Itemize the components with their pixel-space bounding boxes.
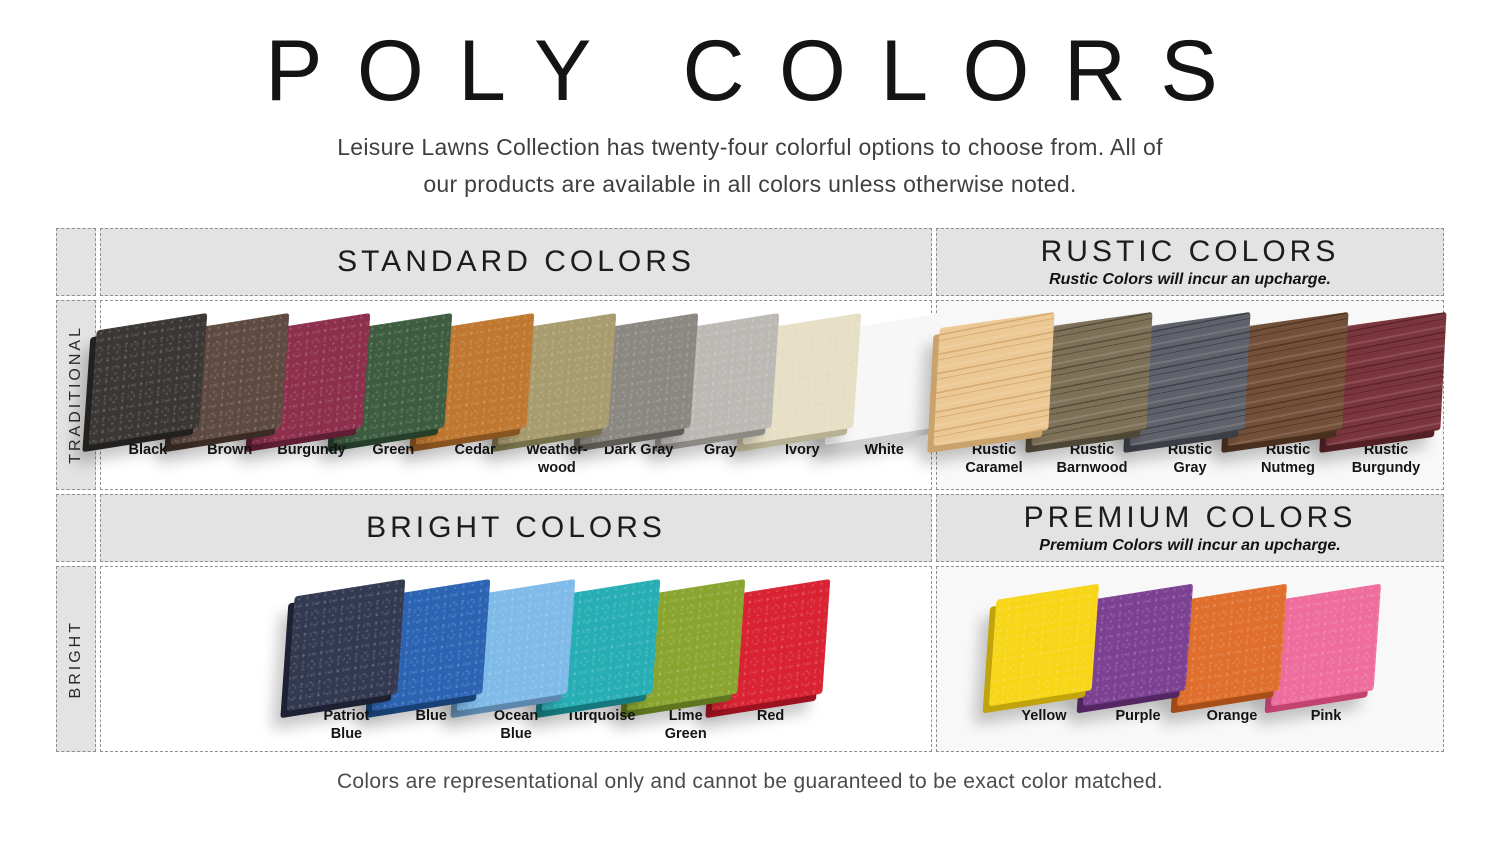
bright-colors-title: BRIGHT COLORS [366, 511, 666, 545]
swatch-lime-green: Lime Green [626, 567, 746, 744]
swatch-tile-wrap [1270, 567, 1382, 707]
standard-swatches: Black Brown Burgundy Green Cedar Weather… [88, 301, 944, 489]
swatch-tile-wrap [1129, 301, 1251, 446]
swatch-dark-gray: Dark Gray [579, 301, 698, 460]
swatch-brown: Brown [170, 301, 290, 460]
swatch-turquoise: Turquoise [541, 567, 661, 726]
premium-colors-header: PREMIUM COLORS Premium Colors will incur… [936, 493, 1444, 562]
swatch-label: Rustic Barnwood [1056, 441, 1128, 477]
swatch-label: Patriot Blue [323, 707, 370, 743]
swatch-label: Red [756, 707, 785, 724]
swatch-ocean-blue: Ocean Blue [456, 567, 576, 744]
rustic-upcharge-note: Rustic Colors will incur an upcharge. [1049, 270, 1331, 288]
swatch-label: Pink [1310, 707, 1342, 724]
swatch-green: Green [333, 301, 453, 460]
swatch-rustic-caramel: Rustic Caramel [933, 301, 1055, 478]
swatch-yellow: Yellow [988, 567, 1100, 726]
swatch-label: Lime Green [664, 707, 707, 743]
rustic-colors-panel: Rustic Caramel Rustic Barnwood Rustic Gr… [933, 299, 1447, 490]
swatch-ivory: Ivory [742, 301, 862, 460]
swatch-label: Turquoise [566, 707, 636, 724]
swatch-label: Rustic Caramel [965, 441, 1023, 477]
swatch-label: Dark Gray [604, 441, 674, 458]
swatch-tile-black [88, 312, 208, 445]
rustic-colors-title: RUSTIC COLORS [1040, 234, 1340, 268]
swatch-label: Rustic Gray [1167, 441, 1213, 477]
swatch-black: Black [88, 301, 208, 460]
swatch-tile-wrap [988, 567, 1100, 707]
premium-swatches: Yellow Purple Orange Pink [937, 567, 1443, 751]
swatch-red: Red [711, 567, 830, 726]
swatch-tile-wrap [1325, 301, 1447, 446]
swatch-blue: Blue [371, 567, 491, 726]
swatch-purple: Purple [1082, 567, 1194, 726]
swatch-white: White [824, 301, 944, 460]
swatch-pink: Pink [1270, 567, 1382, 726]
swatch-tile-pink [1270, 583, 1382, 707]
swatch-tile-purple [1082, 583, 1194, 707]
swatch-label: White [864, 441, 904, 458]
swatch-label: Brown [207, 441, 253, 458]
swatch-rustic-gray: Rustic Gray [1129, 301, 1251, 478]
swatch-burgundy: Burgundy [252, 301, 371, 460]
swatch-tile-wrap [933, 301, 1055, 446]
swatch-tile-wrap [1227, 301, 1349, 446]
swatch-label: Weather- wood [525, 441, 588, 477]
swatch-tile-yellow [988, 583, 1100, 707]
swatch-label: Blue [415, 707, 447, 724]
swatch-label: Rustic Nutmeg [1261, 441, 1315, 477]
rustic-colors-header: RUSTIC COLORS Rustic Colors will incur a… [936, 227, 1444, 296]
swatch-weatherwood: Weather- wood [497, 301, 617, 478]
swatch-label: Gray [703, 441, 737, 458]
swatch-tile-orange [1176, 583, 1288, 707]
bright-swatches: Patriot Blue Blue Ocean Blue Turquoise L… [101, 567, 931, 751]
bright-colors-panel: Patriot Blue Blue Ocean Blue Turquoise L… [100, 565, 932, 752]
swatch-label: Burgundy [277, 441, 346, 458]
footer-disclaimer: Colors are representational only and can… [336, 769, 1164, 793]
standard-colors-header: STANDARD COLORS [100, 227, 932, 296]
swatch-patriot-blue: Patriot Blue [287, 567, 406, 744]
swatch-tile-wrap [1176, 567, 1288, 707]
swatch-tile-patriot-blue [287, 578, 406, 711]
bright-colors-header: BRIGHT COLORS [100, 493, 932, 562]
swatch-label: Ocean Blue [493, 707, 539, 743]
swatch-label: Rustic Burgundy [1351, 441, 1421, 477]
side-spacer-bottom [56, 493, 96, 562]
rustic-swatches: Rustic Caramel Rustic Barnwood Rustic Gr… [933, 301, 1447, 489]
swatch-label: Black [128, 441, 168, 458]
premium-colors-panel: Yellow Purple Orange Pink [936, 565, 1444, 752]
swatch-tile-wrap [1082, 567, 1194, 707]
row-label-bright: BRIGHT [56, 565, 96, 752]
swatch-orange: Orange [1176, 567, 1288, 726]
side-spacer-top [56, 227, 96, 296]
bright-label: BRIGHT [67, 619, 84, 699]
swatch-rustic-burgundy: Rustic Burgundy [1325, 301, 1447, 478]
premium-upcharge-note: Premium Colors will incur an upcharge. [1039, 536, 1341, 554]
swatch-tile-rustic-caramel [933, 311, 1055, 446]
swatch-rustic-nutmeg: Rustic Nutmeg [1227, 301, 1349, 478]
swatch-label: Yellow [1021, 707, 1067, 724]
premium-colors-title: PREMIUM COLORS [1023, 500, 1357, 534]
swatch-tile-wrap [287, 567, 406, 711]
swatch-rustic-barnwood: Rustic Barnwood [1031, 301, 1153, 478]
swatch-cedar: Cedar [415, 301, 535, 460]
swatch-label: Purple [1115, 707, 1161, 724]
swatch-label: Green [372, 441, 415, 458]
swatch-label: Ivory [784, 441, 820, 458]
standard-colors-title: STANDARD COLORS [337, 245, 695, 279]
swatch-tile-wrap [1031, 301, 1153, 446]
poly-colors-page: POLY COLORS Leisure Lawns Collection has… [0, 26, 1500, 794]
swatch-label: Cedar [454, 441, 496, 458]
swatch-label: Orange [1206, 707, 1258, 724]
standard-colors-panel: Black Brown Burgundy Green Cedar Weather… [88, 299, 944, 490]
swatch-gray: Gray [661, 301, 780, 460]
page-subtitle: Leisure Lawns Collection has twenty-four… [337, 134, 1163, 198]
color-grid: STANDARD COLORS RUSTIC COLORS Rustic Col… [56, 227, 1447, 752]
traditional-label: TRADITIONAL [67, 325, 84, 465]
row-label-traditional: TRADITIONAL [56, 299, 96, 490]
swatch-tile-wrap [88, 301, 208, 445]
page-title: POLY COLORS [265, 23, 1253, 119]
